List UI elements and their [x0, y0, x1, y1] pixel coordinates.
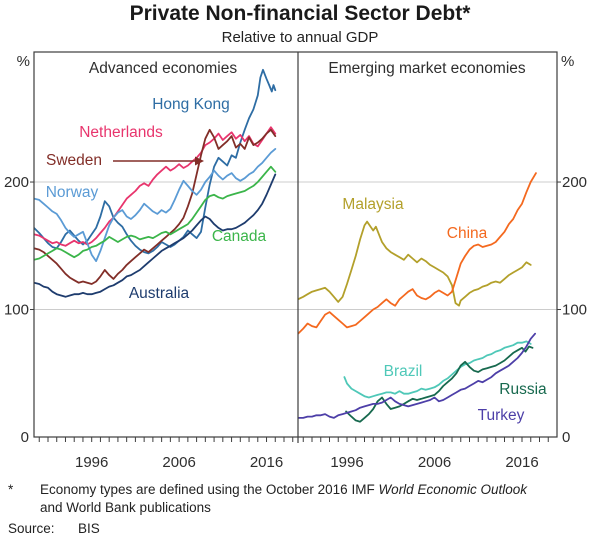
series-line-china [298, 172, 537, 335]
series-label-brazil: Brazil [384, 363, 423, 380]
series-label-hong-kong: Hong Kong [152, 96, 230, 113]
series-label-china: China [447, 225, 488, 242]
y-axis-label-left-0: 0 [21, 429, 29, 446]
series-line-norway [34, 147, 277, 263]
series-line-hong-kong [34, 68, 277, 255]
y-axis-label-left-200: 200 [4, 174, 29, 191]
series-line-sweden [34, 128, 277, 285]
x-axis-label-2006: 2006 [418, 454, 451, 471]
series-label-malaysia: Malaysia [342, 196, 404, 213]
y-axis-label-right-0: 0 [562, 429, 570, 446]
series-line-russia [345, 345, 534, 423]
x-axis-label-2006: 2006 [162, 454, 195, 471]
series-label-turkey: Turkey [478, 407, 525, 424]
series-line-canada [34, 165, 277, 261]
source-value: BIS [78, 521, 100, 536]
series-label-russia: Russia [499, 381, 547, 398]
panel-title-advanced-economies: Advanced economies [89, 60, 237, 77]
series-label-sweden: Sweden [46, 152, 102, 169]
x-axis-label-1996: 1996 [330, 454, 363, 471]
x-axis-label-1996: 1996 [75, 454, 108, 471]
chart-title: Private Non-financial Sector Debt* [129, 2, 471, 25]
series-label-australia: Australia [129, 285, 190, 302]
chart-canvas: 1996 2006 2016 1996 2006 2016 0 0 100 100 200 200%%… [4, 51, 587, 471]
footnote-marker: * [8, 482, 14, 497]
footnote-line1-text: Economy types are defined using the Octo… [40, 482, 379, 497]
footnote-line1-italic: World Economic Outlook [378, 482, 527, 497]
series-label-netherlands: Netherlands [79, 124, 163, 141]
series-label-norway: Norway [46, 184, 99, 201]
series-line-netherlands [34, 126, 277, 247]
y-axis-label-right-100: 100 [562, 302, 587, 319]
y-axis-unit-right: % [561, 53, 574, 70]
series-label-canada: Canada [212, 228, 267, 245]
panel-title-emerging-market-economies: Emerging market economies [328, 60, 526, 77]
y-axis-label-left-100: 100 [4, 302, 29, 319]
series-line-australia [34, 173, 277, 298]
x-axis-label-2016: 2016 [250, 454, 283, 471]
chart-subtitle: Relative to annual GDP [221, 29, 379, 46]
footnote-line2: and World Bank publications [40, 500, 211, 515]
plot-frame [33, 51, 558, 438]
y-axis-unit-left: % [17, 53, 30, 70]
series-line-malaysia [298, 220, 532, 307]
x-axis-label-2016: 2016 [505, 454, 538, 471]
y-axis-label-right-200: 200 [562, 174, 587, 191]
series-line-brazil [343, 340, 532, 399]
footnote-line1: Economy types are defined using the Octo… [40, 482, 527, 497]
label-arrow-head [195, 156, 204, 166]
series-line-turkey [298, 332, 536, 419]
source-label: Source: [8, 521, 55, 536]
